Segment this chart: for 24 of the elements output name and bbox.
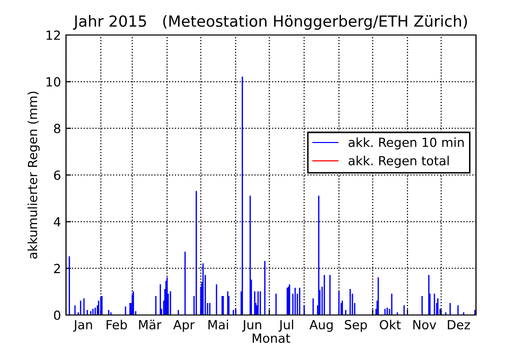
x-tick-label: Nov	[413, 320, 436, 330]
x-tick-label: Dez	[448, 320, 470, 330]
y-tick-label: 6	[54, 170, 60, 180]
y-tick-label: 12	[46, 30, 60, 40]
x-tick-label: Aug	[309, 320, 333, 332]
legend-label: akk. Regen 10 min	[348, 137, 464, 150]
x-axis-title: Monat	[252, 334, 290, 343]
x-tick-label: Feb	[106, 320, 127, 330]
x-tick-label: Sep	[344, 320, 367, 332]
y-tick-label: 8	[54, 124, 60, 134]
x-tick-label: Jul	[278, 320, 294, 332]
y-tick-label: 10	[46, 77, 60, 87]
x-tick-label: Mai	[208, 320, 228, 330]
x-tick-label: Okt	[380, 320, 401, 330]
y-tick-label: 4	[54, 217, 60, 226]
chart-title: Jahr 2015 (Meteostation Hönggerberg/ETH Zürich)	[72, 15, 467, 30]
x-tick-label: Mär	[139, 320, 162, 330]
y-axis-title: akkumulierter Regen (mm)	[28, 92, 40, 259]
x-tick-label: Jun	[242, 320, 262, 332]
y-tick-label: 0	[54, 310, 60, 320]
x-tick-label: Apr	[173, 320, 195, 332]
y-tick-label: 2	[54, 264, 60, 274]
legend-label: akk. Regen total	[348, 156, 449, 168]
x-tick-label: Jan	[73, 320, 92, 332]
